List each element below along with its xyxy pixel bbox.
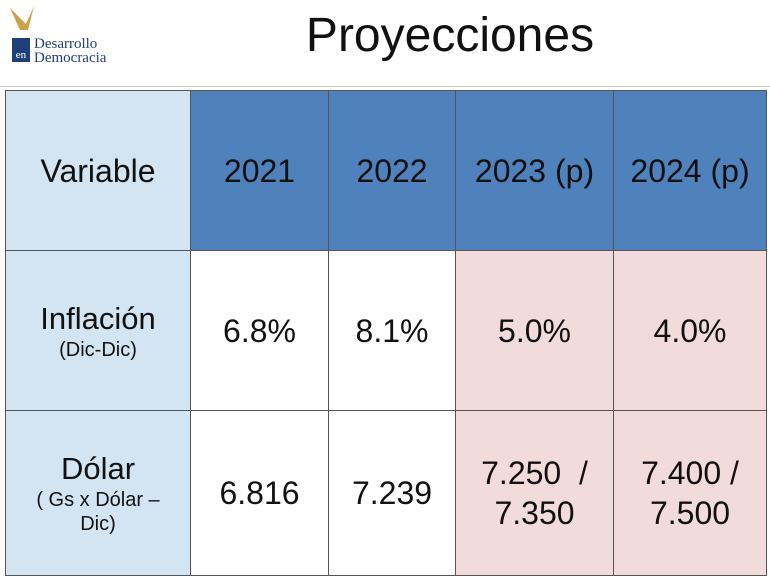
value-text: 7.250 /	[481, 455, 588, 491]
value-cell: 6.816	[190, 410, 329, 576]
logo-badge-text: en	[16, 49, 27, 61]
divider	[0, 86, 770, 87]
row-note: Dic)	[80, 513, 116, 535]
header-cell: 2021	[190, 90, 329, 251]
row-note: (Dic-Dic)	[59, 338, 137, 361]
value-text: 6.816	[219, 475, 300, 511]
value-text: 6.8%	[223, 312, 296, 349]
value-cell: 7.239	[328, 410, 456, 576]
row-label: Inflación	[40, 300, 156, 336]
header-cell: Variable	[5, 90, 191, 251]
value-text: 5.0%	[498, 312, 571, 349]
row-note: ( Gs x Dólar –	[36, 489, 160, 511]
row-label-cell: Inflación (Dic-Dic)	[5, 250, 191, 411]
header-text: 2022	[356, 152, 428, 189]
value-text: 7.350	[494, 495, 575, 531]
value-cell: 7.400 / 7.500	[613, 410, 767, 576]
value-cell: 7.250 / 7.350	[455, 410, 614, 576]
value-cell: 4.0%	[613, 250, 767, 411]
value-cell: 5.0%	[455, 250, 614, 411]
row-label-cell: Dólar ( Gs x Dólar – Dic)	[5, 410, 191, 576]
logo: en Desarrollo Democracia	[10, 6, 107, 66]
header-text: 2023 (p)	[474, 152, 595, 189]
logo-wing	[10, 6, 34, 30]
logo-text: Desarrollo	[34, 36, 97, 52]
logo-badge	[12, 38, 30, 62]
value-text: 7.239	[351, 475, 433, 511]
title: Proyecciones	[305, 9, 595, 62]
row-label: Dólar	[60, 451, 136, 486]
header-text: Variable	[40, 152, 156, 189]
value-cell: 6.8%	[190, 250, 329, 411]
value-text: 4.0%	[653, 312, 727, 349]
logo-text: Democracia	[34, 50, 107, 66]
header-cell: 2024 (p)	[613, 90, 767, 251]
value-text: 7.500	[649, 495, 731, 531]
header-cell: 2023 (p)	[455, 90, 614, 251]
header-cell: 2022	[328, 90, 456, 251]
header-text: 2024 (p)	[630, 152, 750, 189]
value-cell: 8.1%	[328, 250, 456, 411]
header-text: 2021	[223, 152, 296, 189]
value-text: 7.400 /	[641, 455, 739, 491]
value-text: 8.1%	[355, 312, 429, 349]
